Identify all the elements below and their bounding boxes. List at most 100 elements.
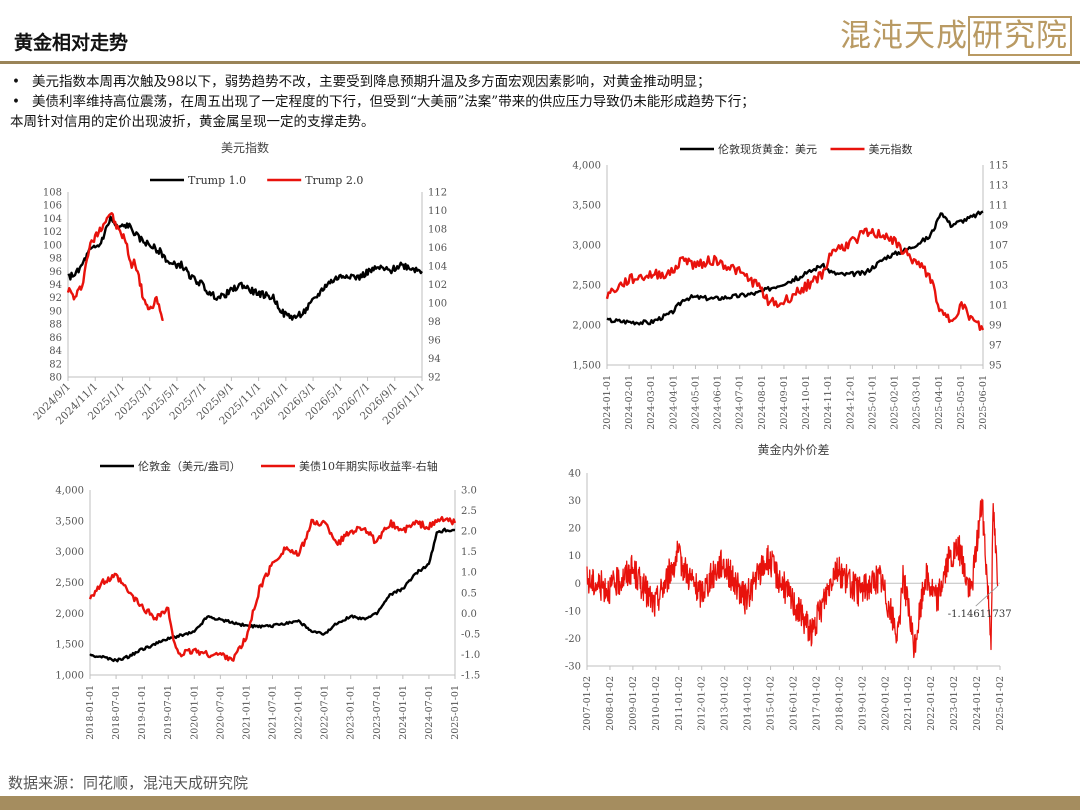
x-tick-label: 2024-01-01 (602, 375, 613, 430)
x-tick-label: 2024-11-01 (823, 375, 834, 430)
x-tick-label: 2021-01-01 (241, 685, 252, 740)
x-tick-label: 2024-03-01 (646, 375, 657, 430)
y-left-tick-label: 0 (575, 579, 581, 590)
footer-bar (0, 796, 1080, 810)
y-left-tick-label: 2,000 (572, 321, 601, 332)
x-tick-label: 2024-04-01 (668, 375, 679, 430)
x-tick-label: 2025-02-01 (890, 375, 901, 430)
y-left-tick-label: 2,500 (55, 578, 84, 589)
legend-label: 美债10年期实际收益率-右轴 (299, 459, 438, 473)
legend-label: 伦敦现货黄金：美元 (718, 142, 817, 156)
x-tick-label: 2024-01-02 (972, 676, 983, 731)
x-tick-label: 2019-07-01 (163, 685, 174, 740)
x-tick-label: 2025-06-01 (978, 375, 989, 430)
y-right-tick-label: 115 (989, 161, 1008, 172)
x-tick-label: 2025-04-01 (934, 375, 945, 430)
y-left-tick-label: 10 (568, 551, 581, 562)
x-tick-label: 2021-01-02 (903, 676, 914, 731)
x-tick-label: 2024-05-01 (690, 375, 701, 430)
y-left-tick-label: 88 (49, 320, 62, 331)
x-tick-label: 2024-02-01 (624, 375, 635, 430)
y-left-tick-label: 108 (43, 188, 62, 199)
series-line-primary (586, 498, 999, 659)
y-right-tick-label: 101 (989, 301, 1008, 312)
y-right-tick-label: 103 (989, 281, 1008, 292)
y-right-tick-label: 2.5 (461, 506, 477, 517)
x-tick-label: 2007-01-02 (582, 676, 593, 731)
x-tick-label: 2024-06-01 (713, 375, 724, 430)
chart-title: 美元指数 (221, 140, 269, 155)
y-right-tick-label: 3.0 (461, 486, 477, 497)
y-right-tick-label: 110 (428, 206, 447, 217)
x-tick-label: 2025-03-01 (912, 375, 923, 430)
y-right-tick-label: -1.0 (461, 650, 480, 661)
x-tick-label: 2012-01-02 (697, 676, 708, 731)
y-right-tick-label: 109 (989, 221, 1008, 232)
x-tick-label: 2022-07-01 (320, 685, 331, 740)
x-tick-label: 2022-01-02 (926, 676, 937, 731)
y-left-tick-label: 80 (49, 373, 62, 384)
gold-vs-real-yield-chart: 1,000 1,500 2,000 2,500 3,000 3,500 4,000 -1.5 -… (20, 450, 505, 740)
y-left-tick-label: 20 (568, 524, 581, 535)
data-source: 数据来源：同花顺，混沌天成研究院 (8, 774, 249, 792)
y-left-tick-label: 82 (49, 359, 62, 370)
x-tick-label: 2018-07-01 (111, 685, 122, 740)
y-right-tick-label: 102 (428, 280, 447, 291)
y-right-tick-label: 105 (989, 261, 1008, 272)
series-line-primary (606, 210, 984, 326)
x-tick-label: 2024-08-01 (757, 375, 768, 430)
series-line-secondary (66, 212, 164, 321)
y-right-tick-label: 111 (989, 201, 1008, 212)
y-left-tick-label: 4,000 (55, 486, 84, 497)
y-left-tick-label: 104 (43, 214, 62, 225)
legend-label: Trump 2.0 (305, 174, 363, 187)
y-left-tick-label: 98 (49, 254, 62, 265)
x-tick-label: 2018-01-02 (834, 676, 845, 731)
bullet-2: 美债利率维持高位震荡，在周五出现了一定程度的下行，但受到“大美丽”法案”带来的供… (10, 92, 1070, 112)
x-tick-label: 2014-01-02 (743, 676, 754, 731)
y-right-tick-label: 104 (428, 262, 447, 273)
brand-logo: 混沌天成 研究院 (840, 14, 1072, 58)
x-tick-label: 2025-01-01 (450, 685, 461, 740)
c3-svg: 1,000 1,500 2,000 2,500 3,000 3,500 4,000 -1.5 -… (55, 459, 480, 740)
y-left-tick-label: 94 (49, 280, 62, 291)
legend-label: 伦敦金（美元/盎司） (138, 459, 241, 473)
series-line-primary (89, 527, 456, 663)
annotation-label: -1.14611737 (948, 609, 1012, 620)
y-left-tick-label: 90 (49, 306, 62, 317)
x-tick-label: 2008-01-02 (605, 676, 616, 731)
c4-svg: 黄金内外价差 -30 -20 -10 0 10 20 30 40 2007-01-02 2008-0… (565, 442, 1012, 731)
y-left-tick-label: 2,500 (572, 281, 601, 292)
x-tick-label: 2010-01-02 (651, 676, 662, 731)
x-tick-label: 2024-07-01 (735, 375, 746, 430)
y-left-tick-label: 30 (568, 496, 581, 507)
y-right-tick-label: 99 (989, 321, 1002, 332)
x-tick-label: 2023-01-01 (346, 685, 357, 740)
x-tick-label: 2020-01-02 (880, 676, 891, 731)
x-tick-label: 2019-01-02 (857, 676, 868, 731)
x-tick-label: 2013-01-02 (720, 676, 731, 731)
y-right-tick-label: 113 (989, 181, 1008, 192)
y-right-tick-label: 92 (428, 373, 441, 384)
y-right-tick-label: 108 (428, 225, 447, 236)
x-tick-label: 2015-01-02 (766, 676, 777, 731)
y-left-tick-label: 2,000 (55, 609, 84, 620)
brand-boxed-name: 研究院 (968, 16, 1072, 56)
y-right-tick-label: 96 (428, 336, 441, 347)
y-right-tick-label: 97 (989, 341, 1002, 352)
brand-name: 混沌天成 (840, 18, 968, 54)
y-left-tick-label: 96 (49, 267, 62, 278)
y-right-tick-label: 1.5 (461, 547, 477, 558)
y-right-tick-label: 98 (428, 317, 441, 328)
x-tick-label: 2025-05-01 (956, 375, 967, 430)
summary-note: 本周针对信用的定价出现波折，黄金属呈现一定的支撑走势。 (10, 114, 375, 130)
x-tick-label: 2024-12-01 (845, 375, 856, 430)
legend-label: 美元指数 (869, 142, 913, 156)
y-left-tick-label: 86 (49, 333, 62, 344)
y-right-tick-label: 112 (428, 188, 447, 199)
x-tick-label: 2024-09-01 (779, 375, 790, 430)
y-right-tick-label: 94 (428, 354, 441, 365)
y-left-tick-label: 92 (49, 293, 62, 304)
chart-title: 黄金内外价差 (757, 442, 829, 457)
y-left-tick-label: -10 (565, 606, 581, 617)
